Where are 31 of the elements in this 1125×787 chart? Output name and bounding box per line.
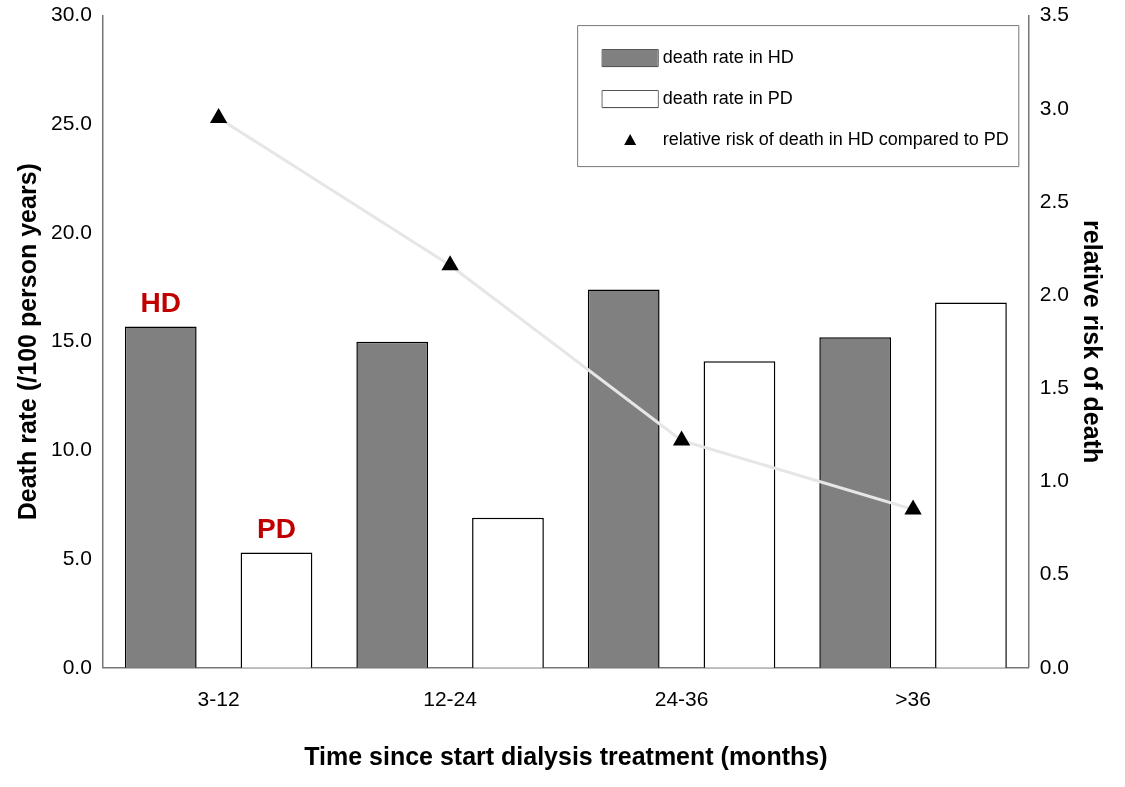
x-tick-label: 3-12 [197, 687, 240, 711]
y2-tick-label: 3.5 [1039, 2, 1070, 26]
legend-label: relative risk of death in HD compared to PD [662, 129, 1009, 150]
x-tick-label: 24-36 [654, 687, 709, 711]
y-tick-label: 10.0 [51, 437, 92, 461]
legend-label: death rate in HD [662, 47, 794, 68]
y2-axis-title: relative risk of death [1079, 220, 1108, 464]
legend-label: death rate in PD [662, 88, 793, 109]
y2-tick-label: 0.5 [1039, 561, 1070, 585]
x-tick-label: >36 [895, 687, 931, 711]
y-axis-title: Death rate (/100 person years) [12, 163, 41, 521]
y2-tick-label: 2.5 [1039, 188, 1070, 212]
y-tick-label: 15.0 [51, 328, 92, 352]
point [211, 109, 227, 124]
annotation: PD [257, 513, 296, 545]
annotation: HD [140, 287, 181, 319]
y2-tick-label: 0.0 [1039, 654, 1070, 678]
y-tick-label: 20.0 [51, 219, 92, 243]
y-tick-label: 0.0 [62, 654, 92, 678]
point [674, 431, 690, 446]
y-tick-label: 25.0 [51, 111, 92, 135]
y2-tick-label: 3.0 [1039, 95, 1070, 119]
y2-tick-label: 2.0 [1039, 281, 1070, 305]
y-tick-label: 5.0 [62, 545, 92, 569]
x-axis-title: Time since start dialysis treatment (months) [304, 741, 828, 770]
y2-tick-label: 1.5 [1039, 375, 1070, 399]
point [905, 500, 921, 515]
point [442, 256, 458, 271]
x-tick-label: 12-24 [423, 687, 478, 711]
y-tick-label: 30.0 [51, 2, 92, 26]
y2-tick-label: 1.0 [1039, 468, 1070, 492]
